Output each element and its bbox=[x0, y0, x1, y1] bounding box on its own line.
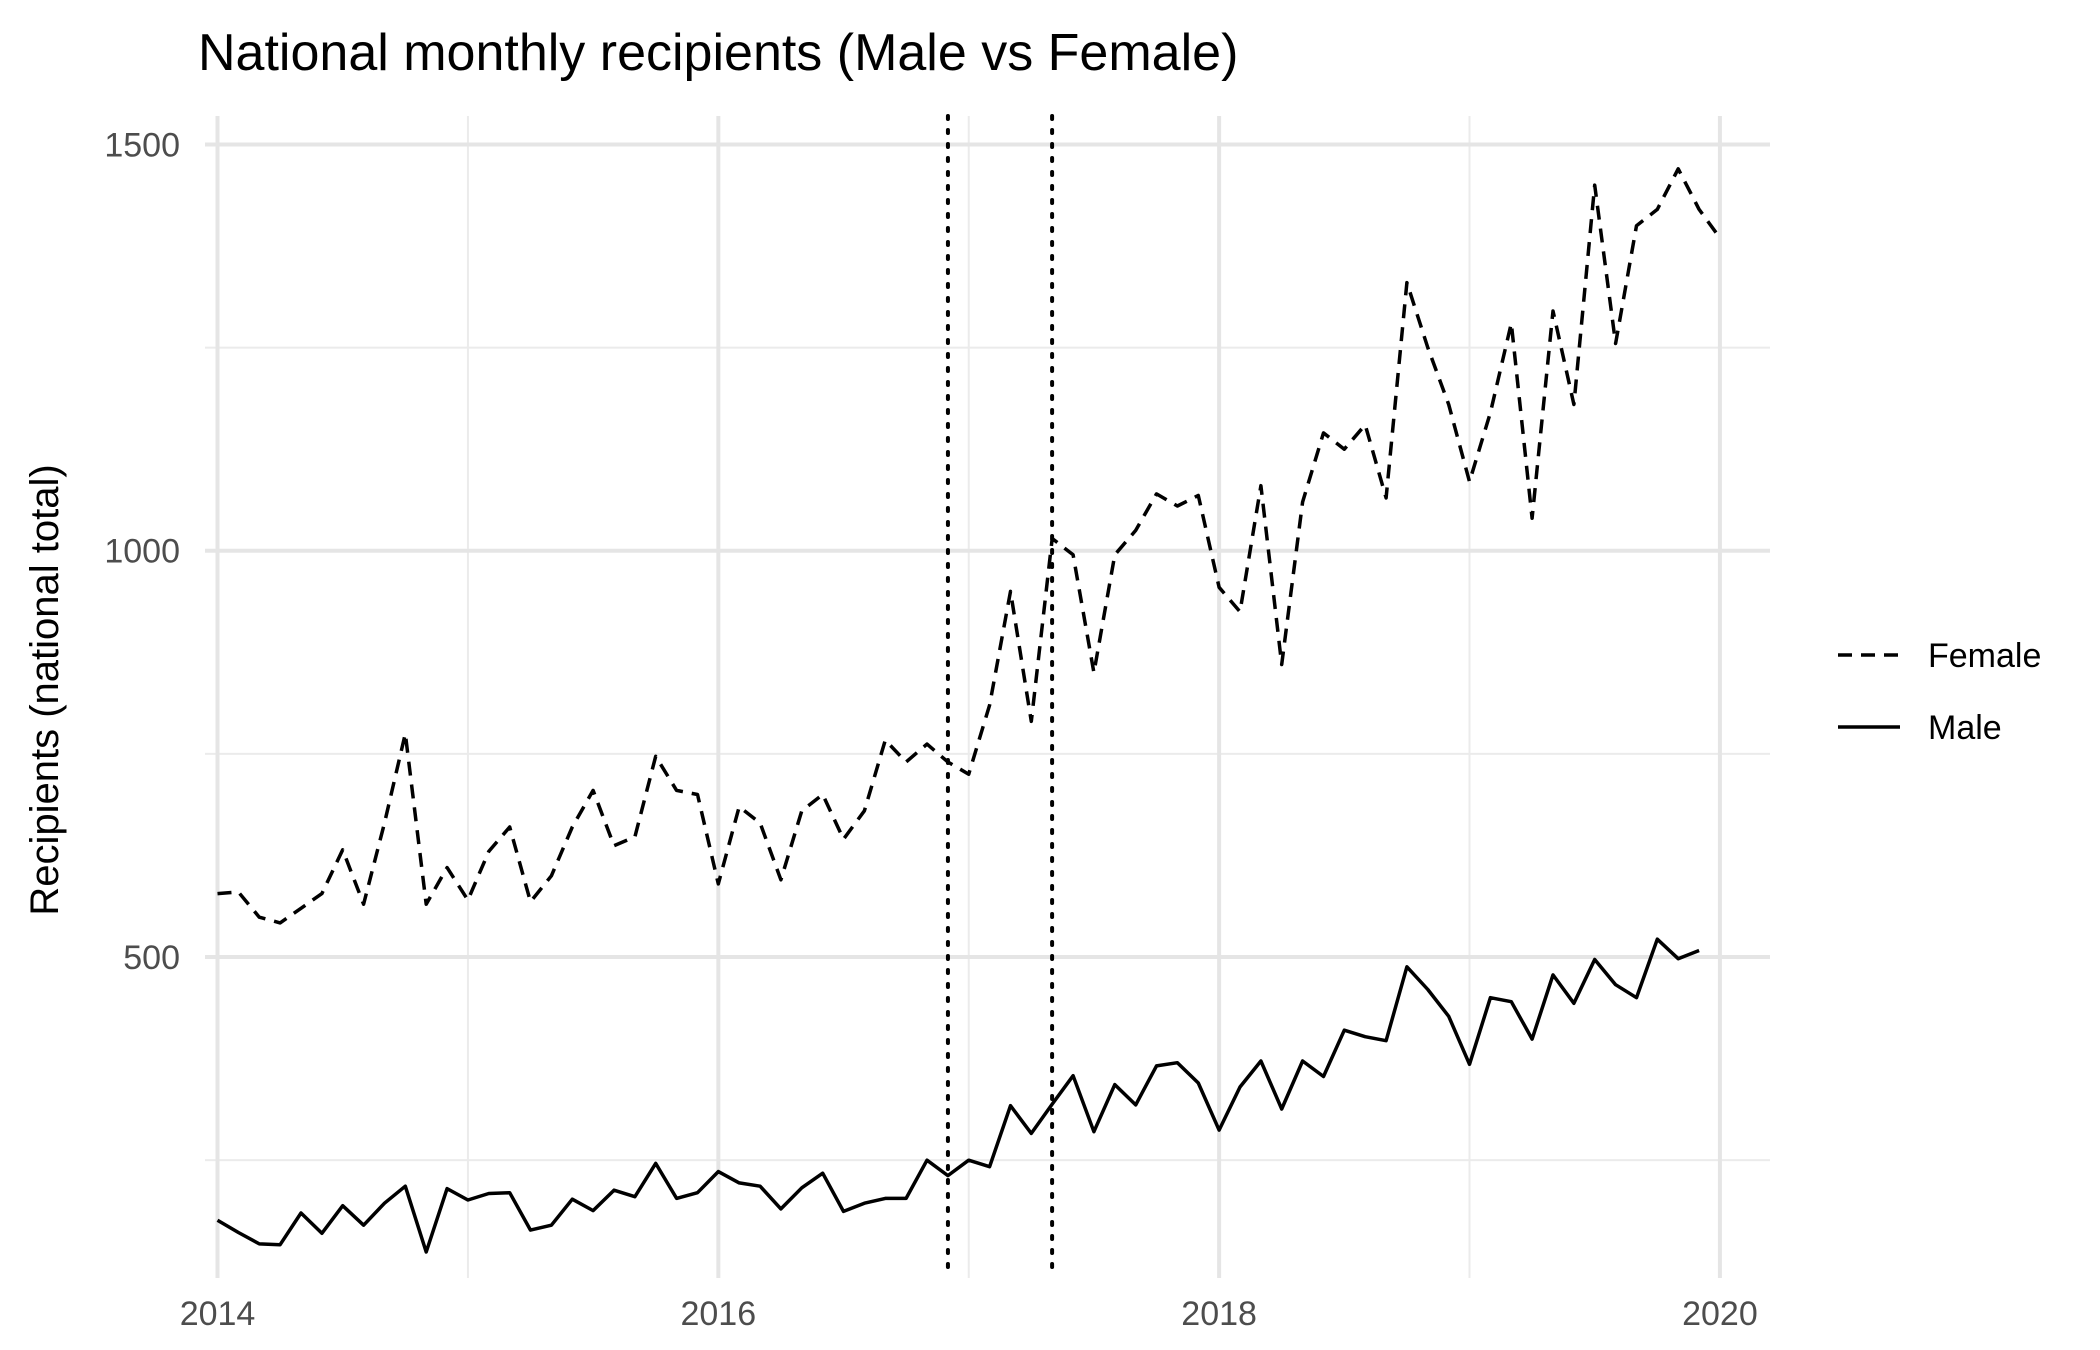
reference-lines bbox=[945, 114, 1055, 1280]
x-tick-label: 2016 bbox=[680, 1295, 756, 1333]
legend-label-male: Male bbox=[1928, 709, 2002, 747]
series-line-male bbox=[216, 937, 1700, 1254]
y-tick-label: 500 bbox=[123, 939, 180, 977]
series-lines bbox=[216, 167, 1722, 1254]
x-tick-label: 2018 bbox=[1181, 1295, 1257, 1333]
grid bbox=[205, 116, 1770, 1278]
legend-label-female: Female bbox=[1928, 637, 2041, 675]
y-tick-label: 1000 bbox=[104, 533, 180, 571]
y-axis-ticks: 500 1000 1500 bbox=[104, 126, 180, 977]
x-axis-ticks: 2014 2016 2018 2020 bbox=[180, 1295, 1758, 1333]
legend: Female Male bbox=[1838, 637, 2041, 747]
series-line-female bbox=[217, 167, 1722, 925]
x-tick-label: 2020 bbox=[1682, 1295, 1758, 1333]
x-tick-label: 2014 bbox=[180, 1295, 256, 1333]
chart-title: National monthly recipients (Male vs Fem… bbox=[198, 24, 1238, 82]
y-tick-label: 1500 bbox=[104, 126, 180, 164]
y-axis-title: Recipients (national total) bbox=[23, 464, 67, 915]
